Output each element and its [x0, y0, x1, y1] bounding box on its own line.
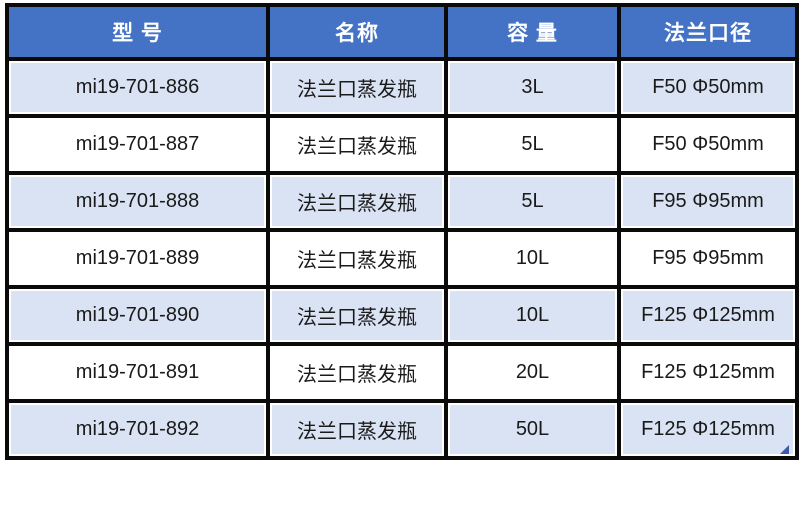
cell-capacity: 3L	[444, 57, 621, 118]
cell-flange: F125 Φ125mm	[617, 342, 799, 403]
cell-model: mi19-701-892	[5, 399, 270, 460]
cell-capacity: 20L	[444, 342, 621, 403]
cell-capacity: 10L	[444, 228, 621, 289]
cell-capacity: 50L	[444, 399, 621, 460]
cell-model: mi19-701-887	[5, 114, 270, 175]
header-name: 名称	[266, 3, 448, 61]
table-row: mi19-701-892 法兰口蒸发瓶 50L F125 Φ125mm	[5, 399, 799, 460]
header-capacity: 容 量	[444, 3, 621, 61]
cell-name: 法兰口蒸发瓶	[266, 285, 448, 346]
cell-model: mi19-701-886	[5, 57, 270, 118]
cell-model: mi19-701-891	[5, 342, 270, 403]
cell-name: 法兰口蒸发瓶	[266, 57, 448, 118]
header-model: 型 号	[5, 3, 270, 61]
cell-flange: F50 Φ50mm	[617, 114, 799, 175]
cell-name: 法兰口蒸发瓶	[266, 399, 448, 460]
header-flange: 法兰口径	[617, 3, 799, 61]
selection-handle-icon	[780, 445, 789, 454]
table-row: mi19-701-889 法兰口蒸发瓶 10L F95 Φ95mm	[5, 228, 799, 289]
table-row: mi19-701-888 法兰口蒸发瓶 5L F95 Φ95mm	[5, 171, 799, 232]
cell-flange: F50 Φ50mm	[617, 57, 799, 118]
table-row: mi19-701-890 法兰口蒸发瓶 10L F125 Φ125mm	[5, 285, 799, 346]
cell-flange: F125 Φ125mm	[617, 285, 799, 346]
cell-name: 法兰口蒸发瓶	[266, 342, 448, 403]
cell-capacity: 10L	[444, 285, 621, 346]
cell-flange: F125 Φ125mm	[617, 399, 799, 460]
cell-flange: F95 Φ95mm	[617, 171, 799, 232]
cell-name: 法兰口蒸发瓶	[266, 171, 448, 232]
cell-model: mi19-701-888	[5, 171, 270, 232]
table-row: mi19-701-891 法兰口蒸发瓶 20L F125 Φ125mm	[5, 342, 799, 403]
cell-name: 法兰口蒸发瓶	[266, 114, 448, 175]
cell-capacity: 5L	[444, 114, 621, 175]
cell-flange: F95 Φ95mm	[617, 228, 799, 289]
cell-model: mi19-701-889	[5, 228, 270, 289]
product-spec-table: 型 号名称容 量法兰口径 mi19-701-886 法兰口蒸发瓶 3L F50 Φ50…	[5, 3, 799, 460]
spec-table: 型 号名称容 量法兰口径 mi19-701-886 法兰口蒸发瓶 3L F50 Φ50…	[5, 3, 799, 460]
cell-capacity: 5L	[444, 171, 621, 232]
header-row: 型 号名称容 量法兰口径	[5, 3, 799, 61]
cell-name: 法兰口蒸发瓶	[266, 228, 448, 289]
table-row: mi19-701-886 法兰口蒸发瓶 3L F50 Φ50mm	[5, 57, 799, 118]
cell-model: mi19-701-890	[5, 285, 270, 346]
table-row: mi19-701-887 法兰口蒸发瓶 5L F50 Φ50mm	[5, 114, 799, 175]
